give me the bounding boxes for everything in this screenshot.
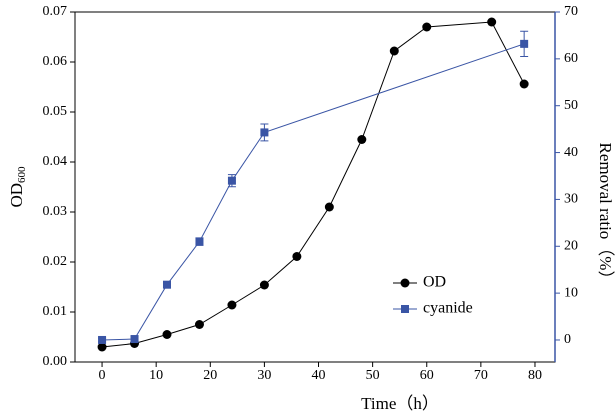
series-line <box>102 43 525 341</box>
marker <box>162 280 171 289</box>
y-tick-label: 0.00 <box>43 354 68 369</box>
y2-tick-label: 30 <box>564 192 578 207</box>
x-tick-label: 20 <box>203 368 217 383</box>
y2-tick-label: 70 <box>564 4 578 19</box>
legend-label: OD <box>423 274 446 291</box>
x-tick-label: 40 <box>312 368 326 383</box>
marker <box>260 128 269 137</box>
marker <box>422 22 432 32</box>
x-tick-label: 0 <box>99 368 106 383</box>
marker <box>520 39 529 48</box>
marker <box>98 335 107 344</box>
marker <box>292 252 302 261</box>
y-axis-title-sub: 600 <box>16 166 28 183</box>
x-tick-label: 70 <box>474 368 488 383</box>
x-tick-label: 80 <box>528 368 542 383</box>
marker <box>194 320 204 329</box>
marker <box>162 330 172 339</box>
y2-tick-label: 0 <box>564 332 571 347</box>
y2-tick-label: 20 <box>564 238 578 253</box>
y-tick-label: 0.01 <box>43 304 68 319</box>
y-axis-title: OD600 <box>7 166 28 208</box>
marker <box>324 202 334 212</box>
y-tick-label: 0.05 <box>43 104 68 119</box>
marker <box>259 280 269 290</box>
x-tick-label: 50 <box>366 368 380 383</box>
plot-frame <box>74 11 556 363</box>
marker <box>389 46 399 56</box>
y2-axis-title: Removal ratio（%） <box>596 143 615 288</box>
legend-marker <box>401 305 409 313</box>
marker <box>519 79 529 89</box>
y-tick-label: 0.07 <box>43 4 68 19</box>
y2-tick-label: 50 <box>564 98 578 113</box>
marker <box>487 17 497 27</box>
y-tick-label: 0.03 <box>43 204 68 219</box>
marker <box>227 300 237 310</box>
legend-label: cyanide <box>423 300 473 317</box>
x-tick-label: 60 <box>420 368 434 383</box>
x-tick-label: 10 <box>149 368 163 383</box>
y-tick-label: 0.06 <box>43 54 68 69</box>
legend-marker <box>400 278 410 288</box>
y-tick-label: 0.02 <box>43 254 68 269</box>
y2-tick-label: 60 <box>564 51 578 66</box>
y-tick-label: 0.04 <box>43 154 68 169</box>
marker <box>227 176 236 185</box>
marker <box>195 237 204 246</box>
marker <box>130 335 139 344</box>
y2-tick-label: 10 <box>564 285 578 300</box>
y-axis-title-main: OD <box>7 183 26 208</box>
y2-tick-label: 40 <box>564 145 578 160</box>
series-line <box>102 21 525 348</box>
marker <box>97 342 107 352</box>
x-axis-title: Time（h） <box>361 394 439 413</box>
x-tick-label: 30 <box>257 368 271 383</box>
marker <box>357 135 367 144</box>
